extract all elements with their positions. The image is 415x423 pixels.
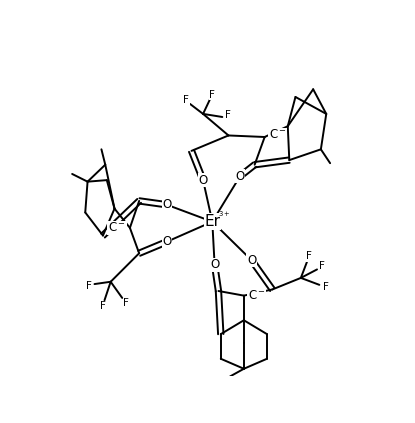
Text: Er: Er <box>204 214 220 229</box>
Text: O: O <box>162 235 171 248</box>
Text: F: F <box>320 261 325 272</box>
Text: F: F <box>225 110 231 121</box>
Text: C$^-$: C$^-$ <box>248 289 266 302</box>
Text: O: O <box>210 258 219 271</box>
Text: O: O <box>247 254 256 266</box>
Text: F: F <box>123 298 129 308</box>
Text: F: F <box>86 280 92 291</box>
Text: F: F <box>209 90 215 100</box>
Text: O: O <box>198 173 208 187</box>
Text: F: F <box>305 251 312 261</box>
Text: O: O <box>235 170 245 183</box>
Text: C$^-$: C$^-$ <box>269 128 286 141</box>
Text: $^{3+}$: $^{3+}$ <box>218 212 231 221</box>
Text: O: O <box>162 198 171 211</box>
Text: F: F <box>100 302 106 311</box>
Text: F: F <box>183 95 189 105</box>
Text: F: F <box>322 282 328 292</box>
Text: C$^-$: C$^-$ <box>108 221 126 234</box>
